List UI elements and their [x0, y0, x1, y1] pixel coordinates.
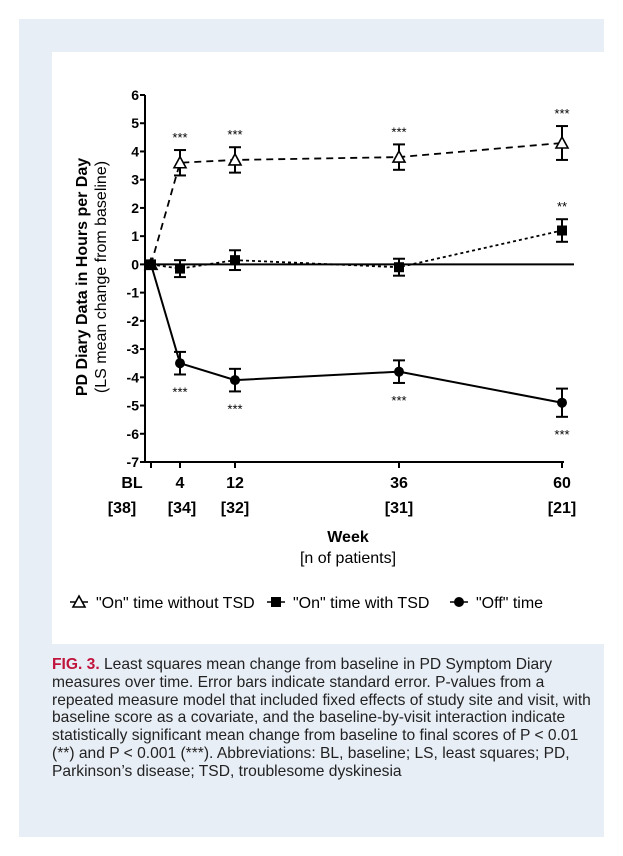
triangle-marker — [554, 135, 570, 149]
figure-caption: FIG. 3. Least squares mean change from b… — [52, 656, 604, 781]
x-tick-label: 36 — [390, 475, 408, 492]
significance-label: *** — [391, 124, 406, 139]
legend-label: "On" time with TSD — [293, 595, 429, 612]
square-marker — [394, 262, 404, 273]
y-tick-label: -7 — [127, 454, 140, 470]
y-axis-subtitle: (LS mean change from baseline) — [93, 161, 110, 393]
y-tick-label: 0 — [131, 256, 139, 272]
series-line — [150, 229, 563, 270]
series-line — [150, 264, 563, 404]
circle-marker — [175, 358, 185, 369]
y-tick-label: 6 — [131, 87, 139, 103]
y-tick-label: 5 — [131, 115, 139, 131]
line-chart: 6 5 4 3 2 1 0 -1 -2 -3 -4 -5 -6 -7 BL 4 12 36 60 [38] [34] [3… — [70, 87, 576, 612]
significance-label: *** — [172, 130, 187, 145]
significance-label: *** — [227, 127, 242, 142]
x-axis-subtitle: [n of patients] — [300, 550, 396, 567]
series-group: *** *** *** *** — [146, 259, 570, 442]
y-tick-label: 2 — [131, 200, 139, 216]
y-tick-label: 1 — [131, 228, 139, 244]
figure-label: FIG. 3. — [52, 656, 100, 673]
n-patients-label: [38] — [108, 500, 136, 517]
n-patients-label: [32] — [221, 500, 249, 517]
y-tick-label: 4 — [131, 143, 139, 159]
series-group: ** — [146, 199, 568, 279]
series-line — [150, 142, 563, 265]
legend-item: "Off" time — [450, 595, 543, 612]
significance-label: ** — [557, 199, 567, 214]
x-tick-label: 12 — [226, 475, 244, 492]
y-tick-label: -6 — [127, 426, 140, 442]
legend: "On" time without TSD "On" time with TSD "… — [70, 594, 543, 612]
caption-text: Least squares mean change from baseline … — [52, 656, 596, 780]
n-patients-label: [34] — [168, 500, 196, 517]
triangle-marker — [391, 149, 407, 163]
legend-item: "On" time without TSD — [70, 594, 255, 612]
square-marker — [557, 225, 567, 236]
y-tick-label: 3 — [131, 172, 139, 188]
y-tick-label: -2 — [127, 313, 140, 329]
triangle-marker — [172, 155, 188, 169]
significance-label: *** — [391, 393, 406, 408]
x-tick-label: 4 — [176, 475, 185, 492]
legend-label: "Off" time — [476, 595, 543, 612]
y-tick-label: -5 — [127, 398, 140, 414]
square-marker — [175, 263, 185, 274]
figure-panel: 6 5 4 3 2 1 0 -1 -2 -3 -4 -5 -6 -7 BL 4 12 36 60 [38] [34] [3… — [19, 19, 609, 837]
triangle-marker — [71, 594, 87, 608]
y-tick-label: -4 — [127, 369, 140, 385]
y-tick-label: -1 — [127, 285, 140, 301]
legend-item: "On" time with TSD — [267, 595, 429, 612]
circle-marker — [230, 375, 240, 386]
x-tick-label: BL — [121, 475, 143, 492]
x-tick-label: 60 — [553, 475, 571, 492]
square-marker — [230, 255, 240, 266]
y-axis-title: PD Diary Data in Hours per Day — [74, 158, 91, 396]
n-patients-label: [21] — [548, 500, 576, 517]
triangle-marker — [227, 152, 243, 166]
chart-box: 6 5 4 3 2 1 0 -1 -2 -3 -4 -5 -6 -7 BL 4 12 36 60 [38] [34] [3… — [52, 52, 609, 644]
circle-marker — [454, 597, 464, 607]
square-marker — [271, 597, 281, 607]
n-patients-label: [31] — [385, 500, 413, 517]
significance-label: *** — [172, 384, 187, 399]
series-group: *** *** *** *** — [143, 106, 570, 271]
legend-label: "On" time without TSD — [96, 595, 255, 612]
circle-marker — [557, 397, 567, 408]
significance-label: *** — [554, 106, 569, 121]
circle-marker — [146, 259, 156, 270]
circle-marker — [394, 366, 404, 377]
x-axis-title: Week — [327, 529, 369, 546]
significance-label: *** — [227, 401, 242, 416]
significance-label: *** — [554, 427, 569, 442]
y-tick-label: -3 — [127, 341, 140, 357]
